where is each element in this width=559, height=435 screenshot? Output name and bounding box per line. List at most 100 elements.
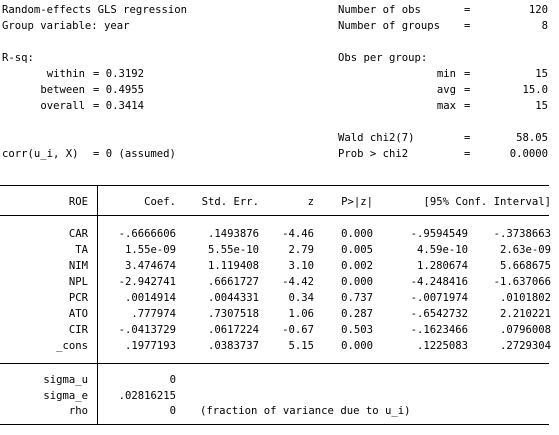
wald-label: Wald chi2(7)	[338, 132, 415, 144]
row-z: 3.10	[288, 260, 314, 272]
opg-avg-value: 15.0	[522, 84, 548, 96]
col-z-header: z	[307, 196, 314, 208]
row-z: -0.67	[282, 324, 314, 336]
table-top-rule	[0, 185, 549, 186]
eq-sign: =	[464, 84, 471, 96]
col-p-header: P>|z|	[341, 196, 373, 208]
row-coef: 3.474674	[124, 260, 176, 272]
col-se-header: Std. Err.	[201, 196, 259, 208]
sigma-u-label: sigma_u	[43, 374, 88, 386]
row-ci-low: -.0071974	[410, 292, 468, 304]
sigma-e-label: sigma_e	[43, 390, 88, 402]
row-se: .0617224	[207, 324, 259, 336]
rsq-overall-label: overall	[40, 100, 85, 112]
row-p: 0.005	[341, 244, 373, 256]
row-var: ATO	[68, 308, 88, 320]
prob-label: Prob > chi2	[338, 148, 409, 160]
row-ci-high: 2.63e-09	[499, 244, 551, 256]
row-var: NPL	[68, 276, 88, 288]
eq-sign: =	[464, 148, 471, 160]
row-var: TA	[75, 244, 88, 256]
row-se: 5.55e-10	[207, 244, 259, 256]
prob-value: 0.0000	[509, 148, 548, 160]
row-se: .0044331	[207, 292, 259, 304]
opg-min-value: 15	[535, 68, 548, 80]
sigma-rule	[0, 363, 549, 364]
row-coef: -.0413729	[118, 324, 176, 336]
n-obs-label: Number of obs	[338, 4, 421, 16]
row-se: 1.119408	[207, 260, 259, 272]
n-obs-value: 120	[528, 4, 548, 16]
rsq-within-label: within	[46, 68, 85, 80]
group-variable: Group variable: year	[2, 20, 130, 32]
row-coef: .0014914	[124, 292, 176, 304]
row-var: _cons	[56, 340, 88, 352]
row-ci-low: -.1623466	[410, 324, 468, 336]
row-z: 2.79	[288, 244, 314, 256]
obs-per-group-label: Obs per group:	[338, 52, 428, 64]
model-title: Random-effects GLS regression	[2, 4, 187, 16]
row-coef: .1977193	[124, 340, 176, 352]
row-ci-low: -.6542732	[410, 308, 468, 320]
n-groups-label: Number of groups	[338, 20, 441, 32]
table-divider	[97, 185, 98, 425]
row-var: NIM	[68, 260, 88, 272]
row-p: 0.503	[341, 324, 373, 336]
row-ci-low: 4.59e-10	[416, 244, 468, 256]
row-p: 0.000	[341, 276, 373, 288]
opg-max-label: max	[436, 100, 456, 112]
rho-value: 0	[169, 405, 176, 417]
row-coef: .777974	[131, 308, 176, 320]
opg-avg-label: avg	[436, 84, 456, 96]
row-coef: 1.55e-09	[124, 244, 176, 256]
sigma-u-value: 0	[169, 374, 176, 386]
row-ci-high: -.3738663	[493, 228, 551, 240]
row-ci-high: 2.210221	[499, 308, 551, 320]
row-coef: -2.942741	[118, 276, 176, 288]
row-ci-low: .1225083	[416, 340, 468, 352]
row-ci-high: -1.637066	[493, 276, 551, 288]
eq-sign: =	[464, 4, 471, 16]
row-p: 0.002	[341, 260, 373, 272]
rsq-between-value: = 0.4955	[93, 84, 145, 96]
row-ci-high: .0101802	[499, 292, 551, 304]
row-coef: -.6666606	[118, 228, 176, 240]
corr-label: corr(u_i, X)	[2, 148, 79, 160]
row-se: .0383737	[207, 340, 259, 352]
row-ci-high: 5.668675	[499, 260, 551, 272]
row-p: 0.000	[341, 228, 373, 240]
row-ci-low: -4.248416	[410, 276, 468, 288]
opg-min-label: min	[436, 68, 456, 80]
row-se: .6661727	[207, 276, 259, 288]
sigma-e-value: .02816215	[118, 390, 176, 402]
corr-value: = 0 (assumed)	[93, 148, 176, 160]
row-se: .7307518	[207, 308, 259, 320]
rho-note: (fraction of variance due to u_i)	[200, 405, 411, 417]
rsq-between-label: between	[40, 84, 85, 96]
row-var: PCR	[68, 292, 88, 304]
depvar-header: ROE	[68, 196, 88, 208]
row-z: 0.34	[288, 292, 314, 304]
row-p: 0.000	[341, 340, 373, 352]
rsq-label: R-sq:	[2, 52, 34, 64]
row-z: 5.15	[288, 340, 314, 352]
eq-sign: =	[464, 100, 471, 112]
n-groups-value: 8	[541, 20, 548, 32]
row-p: 0.737	[341, 292, 373, 304]
wald-value: 58.05	[516, 132, 548, 144]
rsq-overall-value: = 0.3414	[93, 100, 145, 112]
col-coef-header: Coef.	[144, 196, 176, 208]
opg-max-value: 15	[535, 100, 548, 112]
row-var: CAR	[68, 228, 88, 240]
row-ci-high: .2729304	[499, 340, 551, 352]
row-var: CIR	[68, 324, 88, 336]
eq-sign: =	[464, 20, 471, 32]
rho-label: rho	[68, 405, 88, 417]
eq-sign: =	[464, 68, 471, 80]
row-se: .1493876	[207, 228, 259, 240]
row-ci-high: .0796008	[499, 324, 551, 336]
table-bottom-rule	[0, 424, 549, 425]
eq-sign: =	[464, 132, 471, 144]
row-z: -4.42	[282, 276, 314, 288]
row-z: -4.46	[282, 228, 314, 240]
